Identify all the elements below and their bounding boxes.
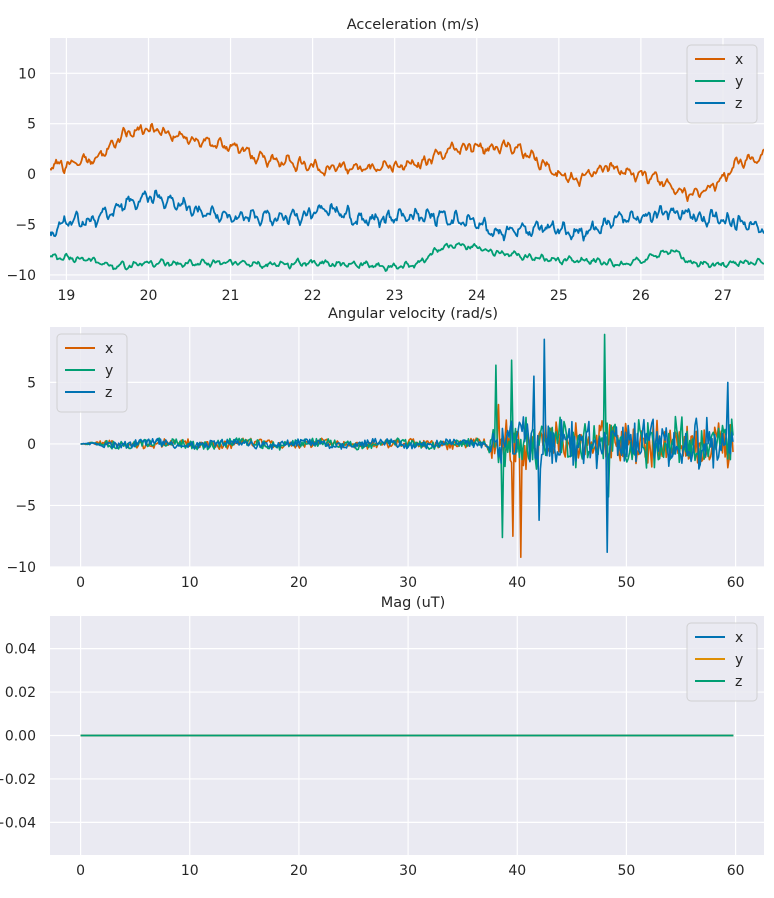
x-tick-label: 0 bbox=[76, 575, 85, 591]
x-tick-label: 40 bbox=[508, 863, 526, 879]
y-tick-label: −10 bbox=[6, 268, 36, 284]
x-tick-label: 23 bbox=[386, 288, 404, 304]
y-tick-label: 5 bbox=[27, 117, 36, 133]
x-tick-label: 22 bbox=[304, 288, 322, 304]
x-tick-label: 10 bbox=[181, 863, 199, 879]
chart-title: Acceleration (m/s) bbox=[347, 17, 480, 33]
x-tick-label: 30 bbox=[399, 863, 417, 879]
x-tick-label: 0 bbox=[76, 863, 85, 879]
legend-label: x bbox=[735, 630, 743, 646]
y-tick-label: 0 bbox=[27, 437, 36, 453]
legend-label: z bbox=[105, 385, 112, 401]
y-tick-label: −5 bbox=[15, 218, 36, 234]
x-tick-label: 30 bbox=[399, 575, 417, 591]
mag-chart: 0 10 20 30 40 50 60 −0.04 −0.02 0.00 0.02 0.04 Mag (… bbox=[0, 595, 764, 879]
y-tick-label: −0.04 bbox=[0, 815, 36, 831]
legend-label: y bbox=[735, 74, 743, 90]
y-tick-label: 5 bbox=[27, 375, 36, 391]
x-tick-label: 27 bbox=[714, 288, 732, 304]
x-tick-label: 20 bbox=[140, 288, 158, 304]
x-tick-label: 20 bbox=[290, 863, 308, 879]
y-tick-label: 0.04 bbox=[5, 642, 36, 658]
acceleration-chart: 19 20 21 22 23 24 25 26 27 −10 −5 0 5 10 Acceleration … bbox=[6, 17, 764, 304]
y-tick-label: −5 bbox=[15, 498, 36, 514]
legend-label: y bbox=[105, 363, 113, 379]
x-tick-label: 40 bbox=[508, 575, 526, 591]
angular-velocity-chart: 0 10 20 30 40 50 60 −10 −5 0 5 Angular velocity (ra… bbox=[6, 306, 764, 591]
legend: xyz bbox=[686, 44, 758, 124]
y-tick-label: 0.02 bbox=[5, 685, 36, 701]
x-tick-label: 21 bbox=[222, 288, 240, 304]
x-tick-label: 60 bbox=[727, 575, 745, 591]
x-tick-label: 50 bbox=[618, 863, 636, 879]
legend: xyz bbox=[56, 333, 128, 413]
series-line-y bbox=[50, 242, 764, 272]
x-tick-label: 25 bbox=[550, 288, 568, 304]
series-line-z bbox=[50, 189, 764, 242]
x-tick-label: 24 bbox=[468, 288, 486, 304]
series-line-x bbox=[50, 122, 764, 203]
series-line-z bbox=[80, 338, 734, 554]
chart-title: Angular velocity (rad/s) bbox=[328, 306, 498, 322]
legend: xyz bbox=[686, 622, 758, 702]
y-tick-label: 0.00 bbox=[5, 729, 36, 745]
legend-label: y bbox=[735, 652, 743, 668]
x-tick-label: 20 bbox=[290, 575, 308, 591]
plot-area bbox=[50, 38, 764, 280]
x-tick-label: 50 bbox=[618, 575, 636, 591]
legend-label: z bbox=[735, 674, 742, 690]
y-tick-label: 0 bbox=[27, 167, 36, 183]
y-tick-label: −0.02 bbox=[0, 772, 36, 788]
legend-label: z bbox=[735, 96, 742, 112]
x-tick-label: 60 bbox=[727, 863, 745, 879]
x-tick-label: 26 bbox=[632, 288, 650, 304]
chart-title: Mag (uT) bbox=[381, 595, 446, 611]
legend-label: x bbox=[735, 52, 743, 68]
y-tick-label: 10 bbox=[18, 66, 36, 82]
y-tick-label: −10 bbox=[6, 560, 36, 576]
x-tick-label: 19 bbox=[57, 288, 75, 304]
legend-label: x bbox=[105, 341, 113, 357]
x-tick-label: 10 bbox=[181, 575, 199, 591]
